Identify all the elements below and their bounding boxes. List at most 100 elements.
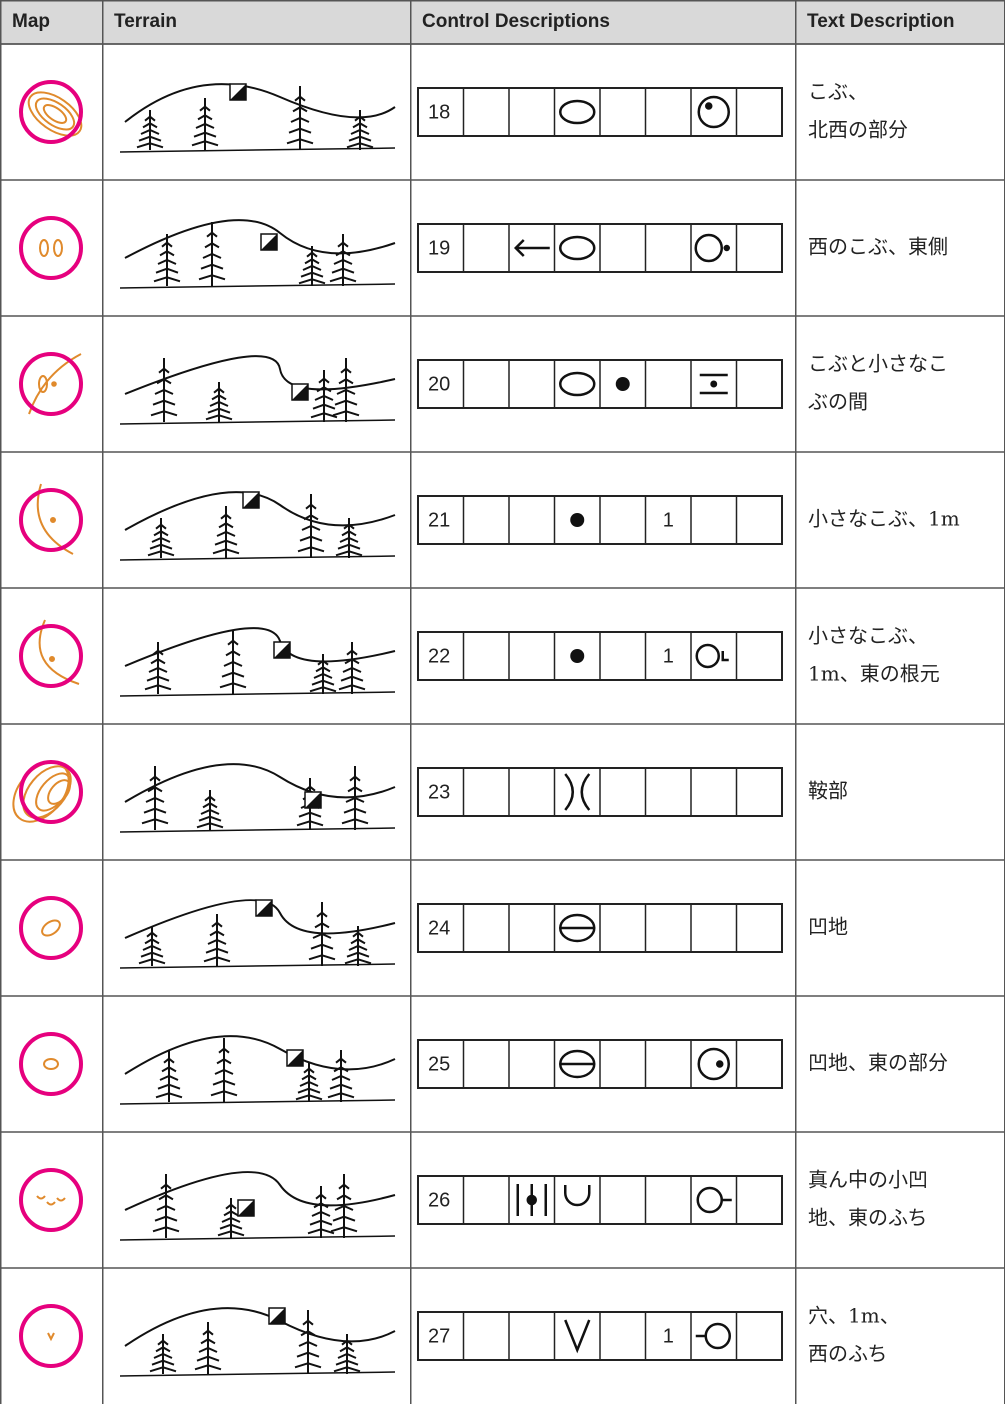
tree [225, 1203, 237, 1210]
contour [46, 1201, 56, 1206]
tree [346, 142, 374, 149]
contour [36, 1195, 46, 1200]
tree [158, 367, 170, 374]
tree [346, 649, 358, 656]
tree [306, 251, 318, 258]
control-flag [256, 900, 272, 916]
description-symbol [564, 1319, 591, 1354]
tree [144, 938, 160, 945]
tree [138, 135, 162, 142]
tree [309, 686, 337, 693]
tree [219, 1223, 243, 1230]
control-description: 26 [417, 1175, 783, 1225]
tree [313, 1202, 329, 1209]
tree [300, 271, 324, 278]
tree [330, 1226, 358, 1233]
text-description: 鞍部 [808, 779, 848, 803]
tree [350, 938, 366, 945]
description-symbol [695, 643, 729, 669]
terrain-sketch [119, 491, 396, 561]
tree [354, 115, 366, 122]
tree [202, 802, 218, 809]
column-header: Control Descriptions [422, 11, 610, 32]
tree [151, 536, 171, 543]
tree [198, 815, 222, 822]
tree [191, 140, 219, 147]
tree [156, 1204, 176, 1211]
tree [203, 956, 231, 963]
hill [124, 899, 396, 939]
tree [304, 785, 316, 792]
tree [207, 407, 231, 414]
tree [286, 138, 314, 145]
tree [299, 1080, 319, 1087]
tree [302, 1319, 314, 1326]
control-flag [305, 792, 321, 808]
table-row: 19 西のこぶ、東側 [19, 216, 948, 289]
tree [317, 659, 329, 666]
tree [348, 944, 368, 951]
control-flag [238, 1200, 254, 1216]
tree [153, 276, 181, 283]
terrain-sketch [119, 83, 396, 153]
symbol-part [559, 235, 596, 261]
tree [333, 1366, 361, 1373]
tree [213, 387, 225, 394]
control-description: 27 1 [417, 1311, 783, 1361]
tree [216, 530, 236, 537]
description-symbol [513, 239, 550, 257]
control-circle [19, 488, 83, 552]
table-row: 21 1 小さなこぶ、1m [19, 483, 960, 561]
tree [136, 142, 164, 149]
hill [124, 1035, 396, 1075]
control-description: 25 [417, 1039, 783, 1089]
tree [310, 412, 338, 419]
symbol-part [559, 99, 596, 125]
text-description: 地、東のふち [808, 1206, 927, 1230]
tree [214, 1068, 234, 1075]
description-symbol [697, 95, 730, 129]
tree [297, 1087, 321, 1094]
hill [124, 627, 396, 667]
tree [301, 1074, 317, 1081]
tree [298, 278, 326, 285]
map-symbol [12, 760, 83, 824]
tree [144, 684, 172, 691]
tree [146, 675, 170, 682]
control-description: 22 1 [417, 631, 783, 681]
text-description: 北西の部分 [808, 118, 908, 142]
tree [334, 399, 358, 406]
tree [212, 1079, 236, 1086]
terrain-sketch [119, 899, 396, 969]
tree [142, 944, 162, 951]
tree [159, 250, 175, 257]
tree [296, 1351, 320, 1358]
tree [205, 947, 229, 954]
control-description: 18 [417, 87, 783, 137]
tree [152, 1226, 180, 1233]
tree [309, 1219, 333, 1226]
tree [305, 503, 317, 510]
symbol-part [559, 371, 596, 397]
description-symbol [564, 1185, 591, 1207]
control-description: 23 [417, 767, 783, 817]
contour [43, 1058, 59, 1070]
tree [333, 1066, 349, 1073]
tree [336, 388, 356, 395]
symbol-part [705, 102, 713, 110]
tree [342, 666, 362, 673]
terrain-sketch [119, 219, 396, 289]
symbol-part [710, 380, 718, 388]
tree [209, 930, 225, 937]
text-description: こぶ、 [808, 80, 868, 104]
tree [149, 1366, 177, 1373]
tree [193, 131, 217, 138]
tree [199, 105, 211, 112]
description-symbol [570, 649, 585, 663]
tree [159, 1074, 179, 1081]
tree [149, 775, 161, 782]
control-circle [19, 896, 83, 960]
tree [220, 513, 232, 520]
text-description: 1m、東の根元 [808, 662, 940, 686]
